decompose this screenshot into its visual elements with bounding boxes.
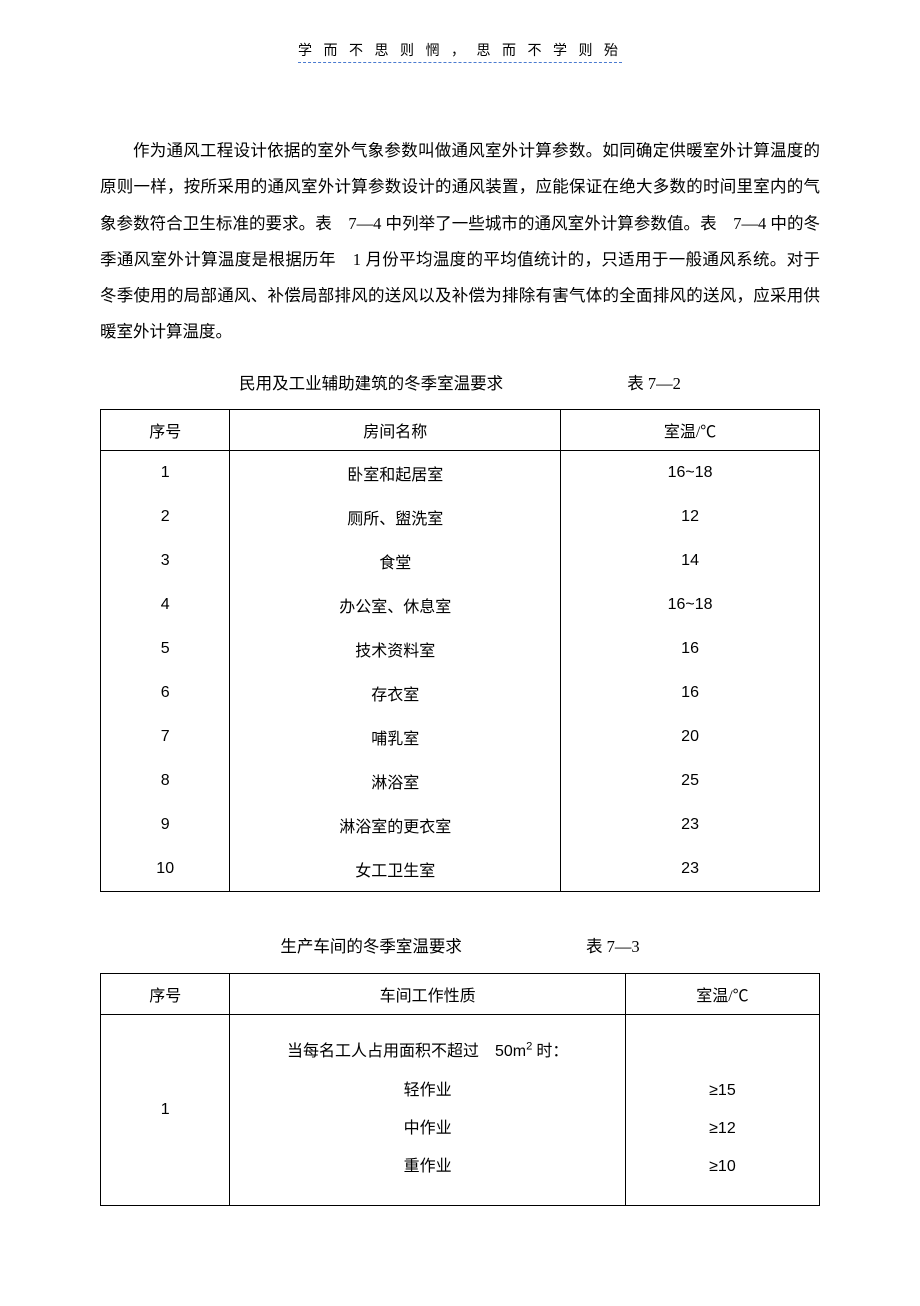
temp-line: ≥12 [709, 1120, 736, 1137]
nature-line: 轻作业 [404, 1082, 452, 1099]
table2-caption-row: 生产车间的冬季室温要求 表 7—3 [100, 932, 820, 963]
cell-seq: 9 [101, 803, 230, 847]
cell-temp: 16 [561, 671, 820, 715]
cell-nature: 当每名工人占用面积不超过 50m2 时： 轻作业 中作业 重作业 [230, 1015, 625, 1206]
cell-seq: 6 [101, 671, 230, 715]
table1-col-seq: 序号 [101, 410, 230, 451]
cell-seq: 4 [101, 583, 230, 627]
table-row: 10女工卫生室23 [101, 847, 820, 892]
table-row: 7哺乳室20 [101, 715, 820, 759]
cell-room: 女工卫生室 [230, 847, 561, 892]
table-row: 6存衣室16 [101, 671, 820, 715]
table-row: 9淋浴室的更衣室23 [101, 803, 820, 847]
table2-ref: 表 7—3 [586, 937, 640, 956]
cell-room: 淋浴室的更衣室 [230, 803, 561, 847]
cell-seq: 5 [101, 627, 230, 671]
table-row: 1 当每名工人占用面积不超过 50m2 时： 轻作业 中作业 重作业 ≥15 ≥… [101, 1015, 820, 1206]
cell-room: 技术资料室 [230, 627, 561, 671]
nature-line: 重作业 [404, 1158, 452, 1175]
cell-temp: 23 [561, 803, 820, 847]
nature-line: 当每名工人占用面积不超过 50m2 时： [287, 1043, 568, 1060]
table1-header-row: 序号 房间名称 室温/℃ [101, 410, 820, 451]
cell-seq: 2 [101, 495, 230, 539]
table2-header-row: 序号 车间工作性质 室温/℃ [101, 974, 820, 1015]
cell-seq: 3 [101, 539, 230, 583]
table2-col-temp: 室温/℃ [625, 974, 819, 1015]
cell-temp: 12 [561, 495, 820, 539]
table-row: 2厕所、盥洗室12 [101, 495, 820, 539]
table1-body: 1卧室和起居室16~18 2厕所、盥洗室12 3食堂14 4办公室、休息室16~… [101, 451, 820, 892]
table1-col-temp: 室温/℃ [561, 410, 820, 451]
cell-seq: 7 [101, 715, 230, 759]
table1: 序号 房间名称 室温/℃ 1卧室和起居室16~18 2厕所、盥洗室12 3食堂1… [100, 409, 820, 892]
table2-col-nature: 车间工作性质 [230, 974, 625, 1015]
table-row: 5技术资料室16 [101, 627, 820, 671]
cell-seq: 8 [101, 759, 230, 803]
table1-ref: 表 7—2 [627, 374, 681, 393]
table2-caption: 生产车间的冬季室温要求 [280, 937, 462, 956]
cell-temp: 20 [561, 715, 820, 759]
header-motto: 学 而 不 思 则 惘 ， 思 而 不 学 则 殆 [298, 40, 622, 63]
cell-room: 存衣室 [230, 671, 561, 715]
cell-room: 食堂 [230, 539, 561, 583]
temp-line: ≥10 [709, 1158, 736, 1175]
table1-caption: 民用及工业辅助建筑的冬季室温要求 [239, 374, 503, 393]
table-row: 4办公室、休息室16~18 [101, 583, 820, 627]
table1-col-room: 房间名称 [230, 410, 561, 451]
cell-temp: 16~18 [561, 451, 820, 496]
table-row: 8淋浴室25 [101, 759, 820, 803]
cell-temp: ≥15 ≥12 ≥10 [625, 1015, 819, 1206]
cell-temp: 16 [561, 627, 820, 671]
cell-seq: 1 [101, 1015, 230, 1206]
cell-temp: 14 [561, 539, 820, 583]
temp-line: ≥15 [709, 1082, 736, 1099]
cell-temp: 23 [561, 847, 820, 892]
page-header: 学 而 不 思 则 惘 ， 思 而 不 学 则 殆 [100, 40, 820, 63]
cell-temp: 16~18 [561, 583, 820, 627]
cell-room: 哺乳室 [230, 715, 561, 759]
cell-room: 厕所、盥洗室 [230, 495, 561, 539]
table-row: 1卧室和起居室16~18 [101, 451, 820, 496]
table2: 序号 车间工作性质 室温/℃ 1 当每名工人占用面积不超过 50m2 时： 轻作… [100, 973, 820, 1206]
table-row: 3食堂14 [101, 539, 820, 583]
cell-seq: 1 [101, 451, 230, 496]
table2-col-seq: 序号 [101, 974, 230, 1015]
cell-temp: 25 [561, 759, 820, 803]
cell-room: 办公室、休息室 [230, 583, 561, 627]
intro-paragraph: 作为通风工程设计依据的室外气象参数叫做通风室外计算参数。如同确定供暖室外计算温度… [100, 133, 820, 351]
cell-room: 淋浴室 [230, 759, 561, 803]
table1-caption-row: 民用及工业辅助建筑的冬季室温要求 表 7—2 [100, 369, 820, 400]
cell-seq: 10 [101, 847, 230, 892]
cell-room: 卧室和起居室 [230, 451, 561, 496]
nature-line: 中作业 [404, 1120, 452, 1137]
